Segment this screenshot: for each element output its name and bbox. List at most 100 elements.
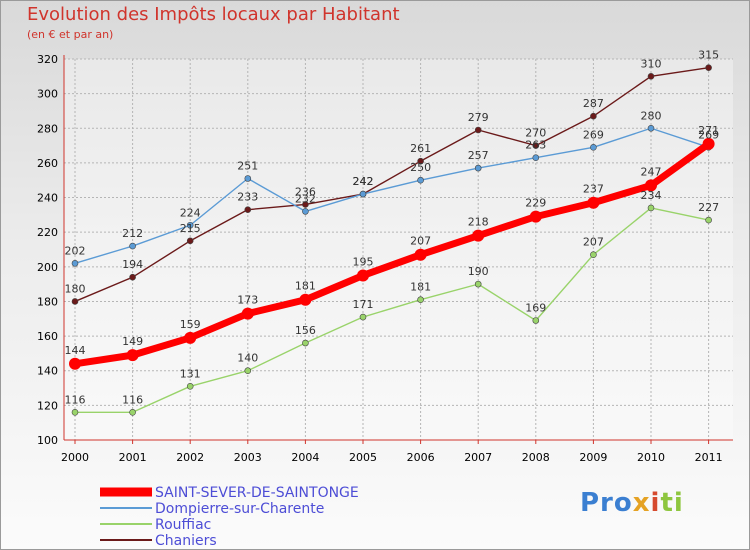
plot-area [64,59,733,440]
data-point-saint-sever-de-saintonge [69,357,81,370]
data-point-chaniers [186,237,194,245]
data-point-chaniers [129,273,136,281]
data-label-rouffiac: 234 [641,189,662,202]
data-label-dompierre-sur-charente: 251 [237,159,258,172]
y-tick-label: 180 [37,295,58,308]
x-tick-label: 2001 [119,451,147,464]
data-point-saint-sever-de-saintonge [529,210,542,223]
data-point-rouffiac [244,367,252,375]
data-label-dompierre-sur-charente: 263 [525,139,546,152]
data-point-rouffiac [417,296,424,304]
data-label-dompierre-sur-charente: 202 [65,244,86,257]
data-point-chaniers [244,206,252,213]
data-label-chaniers: 315 [698,49,719,62]
x-tick-label: 2000 [61,451,89,464]
data-label-rouffiac: 181 [410,281,431,294]
data-point-saint-sever-de-saintonge [702,137,715,150]
series-line-chaniers [74,66,709,303]
data-point-dompierre-sur-charente [71,260,79,267]
data-label-rouffiac: 169 [525,302,546,315]
data-label-rouffiac: 207 [583,236,604,249]
data-point-rouffiac [302,339,309,347]
legend-label-chaniers: Chaniers [155,533,217,549]
data-point-rouffiac [359,313,367,321]
data-label-dompierre-sur-charente: 280 [641,109,662,122]
data-point-chaniers [590,112,597,120]
series-lines [69,64,715,416]
data-point-rouffiac [647,204,655,212]
data-label-dompierre-sur-charente: 212 [122,227,143,240]
data-point-rouffiac [590,251,597,258]
axes: 100 120 140 160 180 200 220 240 260 280 300 320 2000… [37,53,733,464]
y-tick-label: 120 [37,399,58,412]
data-label-saint-sever-de-saintonge: 247 [641,165,662,178]
data-label-saint-sever-de-saintonge: 207 [410,235,431,248]
data-label-saint-sever-de-saintonge: 159 [180,318,201,331]
data-label-chaniers: 287 [583,97,604,110]
data-label-rouffiac: 227 [698,201,719,214]
data-label-chaniers: 233 [237,191,258,204]
y-tick-label: 220 [37,226,58,239]
data-label-saint-sever-de-saintonge: 195 [353,255,374,268]
data-point-dompierre-sur-charente [186,221,194,229]
legend-label-saint-sever-de-saintonge: SAINT-SEVER-DE-SAINTONGE [155,485,359,501]
y-tick-label: 200 [37,261,58,274]
data-point-chaniers [417,157,424,165]
data-label-dompierre-sur-charente: 232 [295,192,316,205]
data-point-chaniers [705,64,712,71]
x-tick-label: 2007 [464,451,492,464]
y-tick-label: 100 [37,434,58,447]
x-tick-label: 2009 [579,451,607,464]
data-point-rouffiac [129,408,136,416]
series-line-dompierre-sur-charente [74,127,709,265]
data-label-saint-sever-de-saintonge: 144 [65,344,86,357]
chart-subtitle: (en € et par an) [27,28,114,41]
data-point-dompierre-sur-charente [474,164,482,172]
data-point-saint-sever-de-saintonge [645,179,657,192]
y-tick-label: 280 [37,122,58,135]
data-label-dompierre-sur-charente: 242 [353,175,374,188]
data-label-saint-sever-de-saintonge: 173 [237,294,258,307]
data-label-dompierre-sur-charente: 257 [468,149,489,162]
legend-label-rouffiac: Rouffiac [155,517,211,533]
data-label-saint-sever-de-saintonge: 271 [698,124,719,137]
x-tick-label: 2006 [407,451,435,464]
data-point-rouffiac [705,216,712,224]
y-tick-label: 300 [37,88,58,101]
data-label-rouffiac: 190 [468,265,489,278]
data-label-chaniers: 279 [468,111,489,124]
data-point-saint-sever-de-saintonge [184,331,197,344]
data-label-rouffiac: 140 [237,352,258,365]
data-point-dompierre-sur-charente [302,208,309,215]
legend-label-dompierre-sur-charente: Dompierre-sur-Charente [155,501,324,517]
data-point-chaniers [647,73,655,80]
x-tick-label: 2011 [695,451,723,464]
data-point-dompierre-sur-charente [590,144,597,151]
data-label-saint-sever-de-saintonge: 149 [122,335,143,348]
data-label-chaniers: 310 [641,57,662,70]
data-label-saint-sever-de-saintonge: 229 [525,197,546,210]
series-line-rouffiac [75,207,709,413]
proxiti-logo: Proxiti [580,488,684,518]
y-tick-label: 140 [37,365,58,378]
data-label-chaniers: 270 [525,127,546,140]
data-point-saint-sever-de-saintonge [357,269,369,282]
data-label-rouffiac: 116 [122,393,143,406]
data-point-dompierre-sur-charente [532,154,540,162]
data-label-dompierre-sur-charente: 224 [180,206,201,219]
data-point-saint-sever-de-saintonge [299,293,312,306]
series-line-saint-sever-de-saintonge [74,141,711,368]
data-point-dompierre-sur-charente [359,190,367,198]
data-label-dompierre-sur-charente: 269 [583,128,604,141]
x-tick-label: 2002 [176,451,204,464]
x-tick-label: 2003 [234,451,262,464]
x-tick-label: 2008 [522,451,550,464]
data-point-chaniers [532,142,540,149]
data-point-saint-sever-de-saintonge [587,196,600,209]
data-label-saint-sever-de-saintonge: 237 [583,183,604,196]
x-tick-label: 2004 [291,451,319,464]
data-point-chaniers [71,298,79,305]
data-point-chaniers [474,126,482,134]
